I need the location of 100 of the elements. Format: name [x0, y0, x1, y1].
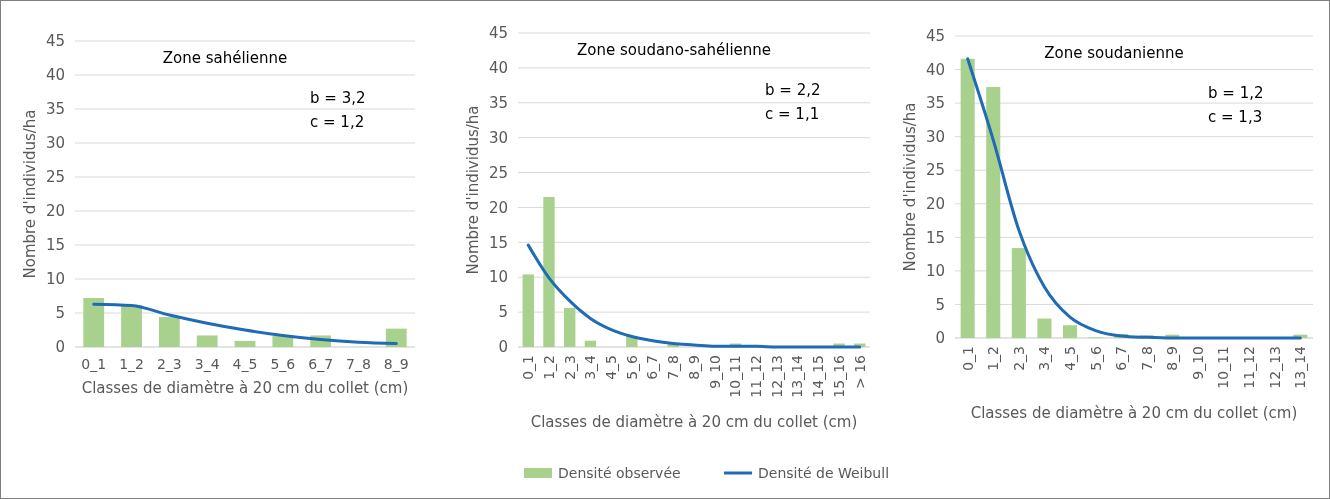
x-tick-label: 5_6	[270, 356, 296, 372]
x-tick-label: 15_16	[830, 354, 847, 398]
y-tick-label: 45	[925, 27, 945, 46]
annotation: c = 1,3	[1208, 108, 1263, 126]
y-tick-label: 10	[488, 268, 508, 287]
legend-label: Densité de Weibull	[758, 464, 890, 481]
y-tick-label: 25	[45, 168, 65, 187]
text: Zone sahélienne	[162, 49, 288, 67]
bar	[158, 317, 180, 347]
y-tick-label: 35	[925, 94, 945, 113]
x-tick-label: 9_10	[706, 355, 723, 389]
x-tick-label: 6_7	[644, 355, 661, 380]
x-tick-label: 8_9	[383, 356, 409, 372]
y-tick-label: 20	[925, 195, 945, 214]
x-tick-label: > 16	[851, 354, 868, 389]
y-tick-label: 0	[498, 338, 508, 357]
y-tick-label: 30	[45, 134, 65, 153]
x-tick-label: 13_14	[789, 354, 806, 398]
bar	[272, 336, 294, 347]
x-tick-label: 4_5	[1061, 346, 1078, 371]
y-tick-label: 0	[935, 329, 945, 348]
bar	[563, 307, 576, 347]
x-tick-label: 4_5	[232, 356, 258, 372]
y-axis-title: Nombre d'individus/ha	[464, 105, 482, 275]
bar	[83, 298, 105, 347]
bar	[584, 340, 597, 347]
x-tick-label: 11_12	[1241, 346, 1258, 389]
y-tick-label: 5	[498, 303, 508, 322]
y-tick-label: 10	[45, 270, 65, 289]
x-tick-label: 7_8	[665, 355, 682, 380]
x-tick-label: 7_8	[346, 356, 371, 372]
x-tick-label: 3_4	[582, 354, 599, 380]
x-tick-label: 7_8	[1138, 346, 1155, 371]
y-axis-title: Nombre d'individus/ha	[21, 109, 39, 279]
y-tick-label: 45	[45, 32, 65, 51]
annotation: b = 2,2	[765, 81, 821, 99]
y-tick-label: 5	[55, 304, 65, 323]
x-tick-label: 14_15	[810, 355, 827, 398]
y-tick-label: 45	[488, 24, 508, 43]
y-tick-label: 15	[925, 228, 945, 247]
line-series	[92, 302, 398, 346]
y-tick-label: 40	[925, 60, 945, 79]
bar	[121, 304, 142, 347]
x-tick-label: 2_3	[561, 355, 578, 380]
y-tick-label: 10	[925, 262, 945, 281]
x-axis-title: Classes de diamètre à 20 cm du collet (cm)	[530, 413, 858, 431]
text: Zone soudano-sahélienne	[576, 41, 772, 59]
y-tick-label: 20	[45, 202, 65, 221]
y-tick-label: 30	[925, 127, 945, 146]
y-tick-label: 0	[55, 338, 65, 357]
bar	[522, 274, 534, 347]
x-tick-label: 1_2	[540, 355, 557, 380]
line-series	[526, 243, 862, 349]
y-tick-label: 15	[45, 236, 65, 255]
x-tick-label: 0_1	[959, 346, 976, 371]
x-tick-label: 11_12	[748, 355, 765, 398]
bar	[543, 196, 555, 347]
bar	[960, 58, 975, 338]
x-tick-label: 3_4	[194, 356, 220, 372]
annotation: b = 3,2	[310, 89, 366, 107]
text: Zone soudanienne	[1044, 44, 1184, 62]
y-tick-label: 5	[935, 295, 945, 314]
x-tick-label: 8_9	[1164, 346, 1181, 371]
bar	[385, 328, 407, 347]
annotation: c = 1,1	[765, 105, 820, 123]
x-tick-label: 10_11	[727, 355, 744, 398]
x-tick-label: 5_6	[623, 354, 640, 380]
x-tick-label: 6_7	[308, 356, 334, 372]
x-tick-label: 0_1	[81, 356, 107, 372]
y-tick-label: 20	[488, 198, 508, 217]
y-tick-label: 25	[488, 163, 508, 182]
y-tick-label: 35	[488, 94, 508, 113]
bar	[234, 340, 256, 347]
legend-label: Densité observée	[558, 464, 681, 481]
annotation: b = 1,2	[1208, 84, 1264, 102]
x-tick-label: 9_10	[1189, 346, 1206, 380]
bar	[196, 335, 218, 347]
y-tick-label: 15	[488, 233, 508, 252]
line-series	[966, 57, 1302, 340]
y-tick-label: 35	[45, 100, 65, 119]
x-tick-label: 12_13	[768, 355, 785, 398]
y-axis-title: Nombre d'individus/ha	[901, 102, 919, 272]
x-tick-label: 2_3	[1010, 346, 1027, 371]
x-tick-label: 13_14	[1292, 345, 1309, 389]
bar	[1062, 325, 1078, 338]
y-tick-label: 25	[925, 161, 945, 180]
x-tick-label: 0_1	[520, 355, 537, 380]
x-tick-label: 5_6	[1087, 345, 1104, 371]
x-tick-label: 12_13	[1266, 346, 1283, 389]
annotation: c = 1,2	[310, 113, 365, 131]
x-tick-label: 2_3	[156, 356, 182, 372]
bar	[986, 87, 1001, 338]
y-tick-label: 40	[488, 59, 508, 78]
x-tick-label: 3_4	[1036, 345, 1053, 371]
x-tick-label: 1_2	[119, 356, 144, 372]
y-tick-label: 40	[45, 66, 65, 85]
x-tick-label: 10_11	[1215, 346, 1232, 389]
x-tick-label: 6_7	[1113, 346, 1130, 371]
x-axis-title: Classes de diamètre à 20 cm du collet (cm)	[81, 379, 409, 397]
bar	[1037, 318, 1052, 338]
